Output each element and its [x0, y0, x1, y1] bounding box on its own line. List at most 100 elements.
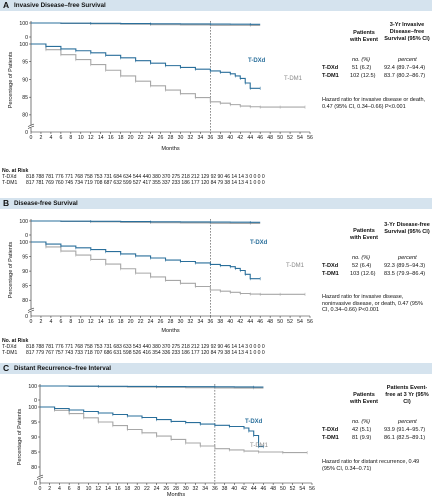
x-tick-label: 40 — [227, 135, 233, 141]
x-tick-label: 46 — [261, 486, 267, 492]
panel-b-letter: B — [3, 198, 10, 208]
x-tick-label: 38 — [217, 135, 223, 141]
x-tick-label: 6 — [59, 135, 62, 141]
x-tick-label: 4 — [58, 486, 61, 492]
x-tick-label: 6 — [68, 486, 71, 492]
panel-b-col2-header: 3-Yr Disease-free Survival (95% CI) — [384, 222, 430, 235]
x-tick-label: 54 — [297, 135, 303, 141]
y-tick-label: 85 — [22, 283, 28, 289]
x-tick-label: 50 — [280, 486, 286, 492]
km-curve-zoom-t-dm1 — [31, 241, 306, 295]
panel-b-header: B Disease-free Survival — [0, 198, 432, 209]
panel-b-risk-title: No. at Risk — [2, 338, 29, 344]
x-tick-label: 0 — [30, 135, 33, 141]
x-tick-label: 36 — [207, 135, 213, 141]
x-tick-label: 44 — [247, 135, 253, 141]
x-tick-label: 50 — [277, 135, 283, 141]
km-curve-zoom-t-dxd — [31, 241, 261, 280]
x-axis-label: Months — [161, 328, 180, 334]
y-tick-label: 0 — [25, 35, 28, 41]
panel-a-row2-arm: T-DM1 — [322, 73, 339, 79]
km-curve-zoom-t-dxd — [31, 43, 261, 89]
x-tick-label: 26 — [158, 135, 164, 141]
x-tick-label: 12 — [88, 319, 94, 325]
x-tick-label: 54 — [299, 486, 305, 492]
x-tick-label: 32 — [188, 135, 194, 141]
panel-a-row2-rate: 83.7 (80.2–86.7) — [384, 73, 426, 79]
panel-c-col2-header: Patients Event-free at 3 Yr (95% CI) — [385, 385, 429, 405]
x-tick-label: 0 — [39, 486, 42, 492]
x-tick-label: 30 — [178, 135, 184, 141]
panel-b-row2-arm: T-DM1 — [322, 271, 339, 277]
y-tick-label: 95 — [22, 60, 28, 66]
x-tick-label: 14 — [105, 486, 111, 492]
panel-b-risk-arm-tdm1: T-DM1 — [2, 350, 18, 357]
panel-a-row1-arm: T-DXd — [322, 65, 339, 71]
panel-a-table: Patients with Event 3-Yr Invasive Diseas… — [322, 22, 432, 81]
x-tick-label: 16 — [108, 319, 114, 325]
x-tick-label: 26 — [163, 486, 169, 492]
panel-b-unit2: percent — [398, 255, 417, 261]
x-tick-label: 2 — [48, 486, 51, 492]
panel-b-row2-rate: 83.5 (79.9–86.4) — [384, 271, 426, 277]
y-tick-label: 0 — [34, 481, 37, 487]
panel-b-table: Patients with Event 3-Yr Disease-free Su… — [322, 222, 432, 279]
x-axis-label: Months — [161, 146, 180, 152]
axis-break-mark — [36, 474, 44, 480]
y-tick-label: 0 — [25, 233, 28, 239]
x-tick-label: 12 — [95, 486, 101, 492]
panel-b-hazard: Hazard ratio for invasive disease, nonin… — [322, 294, 423, 314]
x-tick-label: 18 — [118, 319, 124, 325]
x-tick-label: 2 — [40, 319, 43, 325]
panel-a-row2-events: 102 (12.5) — [350, 73, 376, 79]
x-tick-label: 56 — [307, 135, 313, 141]
x-tick-label: 40 — [227, 319, 233, 325]
x-tick-label: 22 — [144, 486, 150, 492]
km-curve-zoom-t-dm1 — [31, 43, 306, 108]
x-tick-label: 22 — [138, 135, 144, 141]
y-tick-label: 100 — [19, 219, 28, 225]
x-tick-label: 30 — [178, 319, 184, 325]
y-tick-label: 100 — [19, 42, 28, 48]
panel-c-row2-events: 81 (9.9) — [352, 435, 372, 441]
panel-a-risk-arm-tdm1: T-DM1 — [2, 180, 18, 187]
axis-break-mark — [27, 307, 35, 313]
x-tick-label: 42 — [237, 135, 243, 141]
x-axis-label: Months — [167, 492, 186, 498]
x-tick-label: 46 — [257, 319, 263, 325]
y-axis-label: Percentage of Patients — [8, 242, 14, 299]
x-tick-label: 44 — [251, 486, 257, 492]
x-tick-label: 12 — [88, 135, 94, 141]
x-tick-label: 20 — [134, 486, 140, 492]
x-tick-label: 44 — [247, 319, 253, 325]
y-tick-label: 95 — [22, 254, 28, 260]
x-tick-label: 32 — [193, 486, 199, 492]
panel-c-table: Patients with Event Patients Event-free … — [322, 385, 432, 443]
panel-c-header: C Distant Recurrence–free Interval — [0, 363, 432, 374]
x-tick-label: 20 — [128, 319, 134, 325]
x-tick-label: 24 — [154, 486, 160, 492]
x-tick-label: 40 — [231, 486, 237, 492]
x-tick-label: 30 — [183, 486, 189, 492]
panel-c: C Distant Recurrence–free Interval 0 100 8… — [0, 363, 432, 500]
x-tick-label: 4 — [49, 135, 52, 141]
y-tick-label: 100 — [28, 405, 37, 411]
panel-a-risk-tdm1: 817 781 769 760 745 734 719 708 687 632 … — [26, 180, 265, 187]
panel-b-risk-table: No. at Risk T-DXd 818 788 781 776 771 76… — [2, 338, 432, 357]
km-curve-zoom-t-dxd — [40, 406, 264, 448]
curve-label-tdm1: T-DM1 — [284, 76, 303, 82]
panel-a-title: Invasive Disease–free Survival — [14, 2, 106, 9]
panel-c-row1-rate: 93.9 (91.4–95.7) — [384, 427, 426, 433]
y-tick-label: 95 — [31, 420, 37, 426]
panel-a-risk-table: No. at Risk T-DXd 818 788 781 776 771 76… — [2, 168, 432, 187]
panel-b-row1-events: 52 (6.4) — [352, 263, 372, 269]
panel-b: B Disease-free Survival 0 100 80 85 90 95 100 0… — [0, 198, 432, 363]
x-tick-label: 42 — [241, 486, 247, 492]
y-tick-label: 85 — [31, 450, 37, 456]
panel-b-row1-rate: 92.3 (89.5–94.3) — [384, 263, 426, 269]
x-tick-label: 38 — [222, 486, 228, 492]
panel-a-col1-header: Patients with Event — [350, 30, 378, 43]
x-tick-label: 48 — [267, 135, 273, 141]
